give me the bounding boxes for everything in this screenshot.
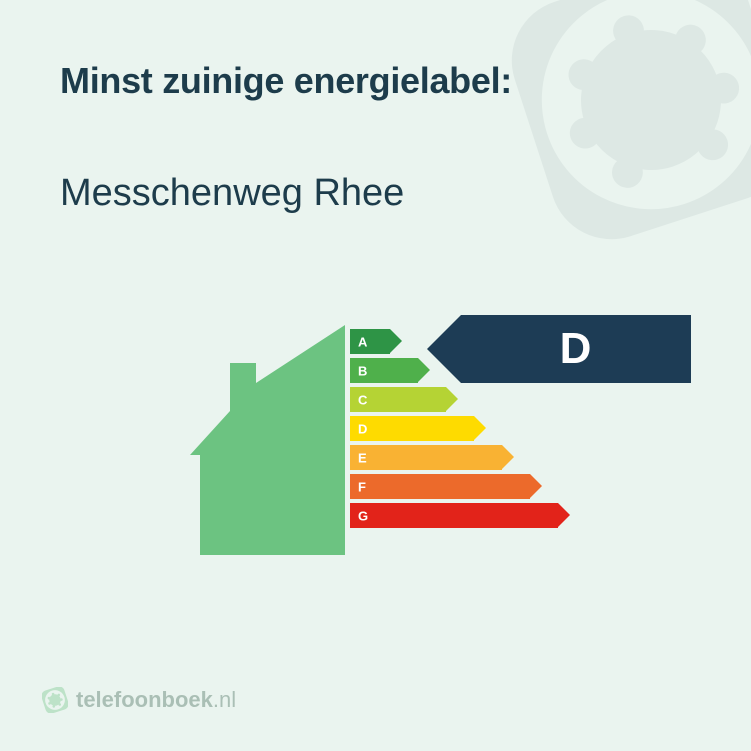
bar-fill: A: [350, 329, 390, 354]
energy-bar-d: D: [350, 416, 558, 441]
energy-bar-e: E: [350, 445, 558, 470]
house-icon: [190, 325, 345, 555]
energy-bar-g: G: [350, 503, 558, 528]
bar-label: A: [358, 334, 367, 349]
bar-fill: G: [350, 503, 558, 528]
bar-label: C: [358, 392, 367, 407]
bar-fill: F: [350, 474, 530, 499]
footer-brand: telefoonboek.nl: [42, 687, 236, 713]
bar-label: E: [358, 450, 367, 465]
bar-label: D: [358, 421, 367, 436]
subtitle: Messchenweg Rhee: [60, 172, 691, 215]
energy-bar-c: C: [350, 387, 558, 412]
energy-bar-f: F: [350, 474, 558, 499]
bar-fill: B: [350, 358, 418, 383]
bar-label: G: [358, 508, 368, 523]
footer-text: telefoonboek.nl: [76, 687, 236, 713]
brand-tld: .nl: [213, 687, 236, 712]
card-content: Minst zuinige energielabel: Messchenweg …: [0, 0, 751, 585]
rating-badge: D: [461, 315, 691, 383]
energy-label-chart: ABCDEFG D: [60, 305, 691, 585]
brand-name: telefoonboek: [76, 687, 213, 712]
bar-label: B: [358, 363, 367, 378]
bar-fill: C: [350, 387, 446, 412]
phone-dial-icon: [42, 687, 68, 713]
bar-fill: E: [350, 445, 502, 470]
bar-label: F: [358, 479, 366, 494]
rating-letter: D: [560, 324, 593, 374]
title: Minst zuinige energielabel:: [60, 60, 691, 102]
bar-fill: D: [350, 416, 474, 441]
